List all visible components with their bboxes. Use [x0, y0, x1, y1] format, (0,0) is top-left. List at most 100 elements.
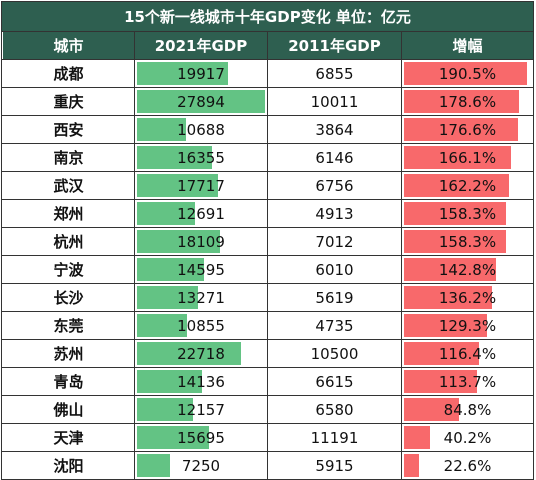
gdp-2011-value: 7012	[315, 232, 354, 251]
growth-value: 166.1%	[438, 148, 497, 167]
city-cell: 佛山	[53, 401, 84, 419]
gdp-2021-bar	[137, 314, 187, 337]
gdp-2021-cell: 10688	[135, 116, 267, 143]
growth-bar	[404, 62, 527, 85]
gdp-2021-cell: 27894	[135, 88, 267, 115]
title-divider	[2, 31, 534, 32]
gdp-2021-bar	[137, 202, 195, 225]
growth-bar	[404, 118, 518, 141]
city-cell: 南京	[53, 149, 84, 167]
growth-value: 84.8%	[443, 400, 492, 419]
border-left	[1, 1, 2, 480]
row-divider	[2, 311, 534, 312]
growth-bar	[404, 146, 511, 169]
growth-bar	[404, 454, 419, 477]
row-divider	[2, 283, 534, 284]
gdp-2021-bar	[137, 90, 265, 113]
growth-value: 190.5%	[438, 64, 497, 83]
growth-cell: 113.7%	[402, 368, 533, 395]
row-divider	[2, 227, 534, 228]
gdp-2021-bar	[137, 454, 170, 477]
gdp-2021-bar	[137, 258, 204, 281]
column-divider	[267, 32, 268, 480]
gdp-2021-value: 15695	[177, 428, 225, 447]
gdp-2021-cell: 14136	[135, 368, 267, 395]
column-divider	[401, 32, 402, 480]
growth-value: 129.3%	[438, 316, 497, 335]
growth-value: 40.2%	[443, 428, 492, 447]
row-divider	[2, 143, 534, 144]
gdp-2021-value: 10855	[177, 316, 225, 335]
row-divider	[2, 199, 534, 200]
city-cell: 成都	[53, 65, 84, 83]
row-divider	[2, 367, 534, 368]
city-cell: 苏州	[53, 345, 84, 363]
growth-cell: 84.8%	[402, 396, 533, 423]
gdp-2021-bar	[137, 146, 212, 169]
city-cell: 东莞	[53, 317, 84, 335]
growth-cell: 190.5%	[402, 60, 533, 87]
row-divider	[2, 423, 534, 424]
row-divider	[2, 339, 534, 340]
gdp-2011-value: 6010	[315, 260, 354, 279]
gdp-2021-value: 17717	[177, 176, 225, 195]
growth-bar	[404, 230, 506, 253]
border-top	[2, 1, 534, 2]
city-cell: 重庆	[53, 93, 84, 111]
gdp-2021-bar	[137, 426, 209, 449]
city-cell: 西安	[53, 121, 84, 139]
growth-value: 178.6%	[438, 92, 497, 111]
city-cell: 长沙	[53, 289, 84, 307]
growth-value: 162.2%	[438, 176, 497, 195]
gdp-2021-cell: 17717	[135, 172, 267, 199]
gdp-2021-cell: 12157	[135, 396, 267, 423]
gdp-2021-bar	[137, 230, 220, 253]
growth-bar	[404, 370, 477, 393]
border-right	[533, 1, 534, 480]
gdp-2021-value: 7250	[181, 456, 221, 475]
city-cell: 杭州	[53, 233, 84, 251]
growth-cell: 162.2%	[402, 172, 533, 199]
gdp-2021-bar	[137, 118, 186, 141]
gdp-2021-value: 18109	[177, 232, 225, 251]
header-gdp-2021: 2021年GDP	[135, 32, 267, 59]
gdp-2011-value: 6580	[315, 400, 354, 419]
gdp-2011-value: 11191	[310, 428, 359, 447]
row-divider	[2, 451, 534, 452]
gdp-2021-bar	[137, 398, 193, 421]
gdp-2021-cell: 7250	[135, 452, 267, 479]
gdp-2021-cell: 22718	[135, 340, 267, 367]
header-growth: 增幅	[402, 32, 533, 59]
growth-cell: 129.3%	[402, 312, 533, 339]
growth-cell: 176.6%	[402, 116, 533, 143]
gdp-2021-cell: 14595	[135, 256, 267, 283]
gdp-2011-value: 10500	[310, 344, 359, 363]
gdp-2021-bar	[137, 286, 198, 309]
growth-cell: 158.3%	[402, 228, 533, 255]
gdp-2021-cell: 19917	[135, 60, 267, 87]
row-divider	[2, 395, 534, 396]
header-gdp-2011: 2011年GDP	[268, 32, 401, 59]
city-cell: 武汉	[53, 177, 84, 195]
growth-value: 136.2%	[438, 288, 497, 307]
growth-cell: 158.3%	[402, 200, 533, 227]
gdp-2021-value: 13271	[177, 288, 225, 307]
header-city: 城市	[3, 32, 134, 59]
gdp-2021-value: 27894	[177, 92, 225, 111]
gdp-2011-value: 5915	[315, 456, 354, 475]
city-cell: 天津	[53, 429, 84, 447]
gdp-2011-value: 5619	[315, 288, 354, 307]
row-divider	[2, 255, 534, 256]
growth-cell: 116.4%	[402, 340, 533, 367]
gdp-2021-value: 14136	[177, 372, 225, 391]
gdp-2021-value: 16355	[177, 148, 225, 167]
city-cell: 沈阳	[53, 457, 84, 475]
growth-cell: 178.6%	[402, 88, 533, 115]
growth-value: 22.6%	[443, 456, 492, 475]
gdp-2021-cell: 12691	[135, 200, 267, 227]
growth-value: 158.3%	[438, 232, 497, 251]
growth-cell: 136.2%	[402, 284, 533, 311]
growth-bar	[404, 202, 506, 225]
growth-cell: 40.2%	[402, 424, 533, 451]
